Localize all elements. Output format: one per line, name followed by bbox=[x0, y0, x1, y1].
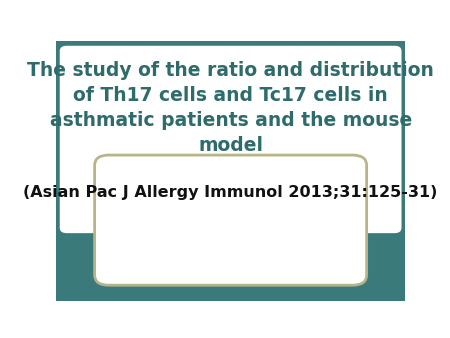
FancyBboxPatch shape bbox=[60, 46, 401, 233]
FancyBboxPatch shape bbox=[94, 155, 367, 285]
Text: The study of the ratio and distribution
of Th17 cells and Tc17 cells in
asthmati: The study of the ratio and distribution … bbox=[27, 61, 434, 155]
FancyBboxPatch shape bbox=[50, 35, 412, 306]
Text: (Asian Pac J Allergy Immunol 2013;31:125-31): (Asian Pac J Allergy Immunol 2013;31:125… bbox=[23, 185, 438, 200]
